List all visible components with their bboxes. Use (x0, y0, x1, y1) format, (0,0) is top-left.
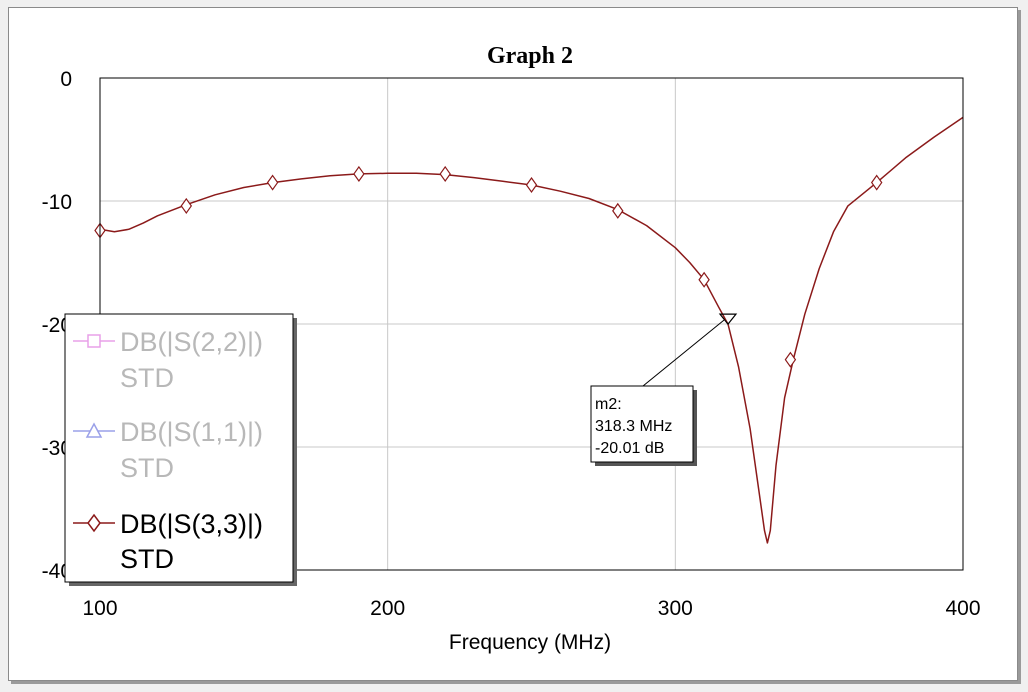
y-tick-label: -20 (42, 314, 72, 337)
legend-label-s11: DB(|S(1,1)|) (120, 417, 263, 447)
legend-box (64, 313, 294, 583)
square-marker-icon (87, 334, 101, 348)
x-tick-labels: 100 200 300 400 (82, 597, 980, 620)
diamond-marker-icon (87, 513, 101, 533)
x-axis-title: Frequency (MHz) (449, 631, 611, 654)
legend-item-s11[interactable]: DB(|S(1,1)|) STD (73, 417, 263, 483)
legend[interactable]: DB(|S(2,2)|) STD DB(|S(1,1)|) STD DB(|S(… (64, 313, 297, 586)
legend-sublabel-s11: STD (120, 453, 174, 483)
x-tick-label: 400 (945, 597, 980, 620)
curve-layer (94, 116, 964, 544)
chart-title: Graph 2 (487, 43, 573, 69)
series-point (439, 165, 451, 182)
series-point (784, 351, 797, 368)
legend-item-s33[interactable]: DB(|S(3,3)|) STD (73, 509, 263, 574)
marker-frequency: 318.3 MHz (595, 418, 672, 435)
marker-annotation[interactable]: m2: 318.3 MHz -20.01 dB (590, 313, 738, 466)
series-point (698, 271, 710, 288)
marker-name: m2: (595, 396, 622, 413)
legend-sublabel-s33: STD (120, 544, 174, 574)
series-point (870, 174, 883, 191)
marker-triangle-icon[interactable] (718, 313, 738, 326)
series-line-s33[interactable] (99, 116, 964, 544)
y-tick-label: -40 (42, 560, 72, 583)
y-tick-label: -10 (42, 191, 72, 214)
x-tick-label: 200 (370, 597, 405, 620)
x-tick-label: 300 (658, 597, 693, 620)
series-point (266, 174, 279, 191)
marker-box[interactable] (590, 385, 694, 463)
series-point (353, 165, 365, 182)
y-tick-label: 0 (60, 68, 72, 91)
x-tick-label: 100 (82, 597, 117, 620)
legend-sublabel-s22: STD (120, 363, 174, 393)
series-point (612, 202, 624, 219)
chart: Graph 2 0 -10 -20 -30 -40 100 200 300 400 Frequ… (42, 43, 981, 654)
graph-window: Graph 2 0 -10 -20 -30 -40 100 200 300 400 Frequ… (8, 7, 1018, 681)
y-tick-label: -30 (42, 437, 72, 460)
legend-label-s33: DB(|S(3,3)|) (120, 509, 263, 539)
legend-label-s22: DB(|S(2,2)|) (120, 327, 263, 357)
legend-item-s22[interactable]: DB(|S(2,2)|) STD (73, 327, 263, 393)
triangle-marker-icon (85, 422, 103, 438)
series-point (180, 197, 193, 214)
series-point (525, 176, 538, 194)
marker-leader-line (642, 319, 725, 387)
y-tick-labels: 0 -10 -20 -30 -40 (42, 68, 72, 583)
marker-value: -20.01 dB (595, 440, 664, 457)
